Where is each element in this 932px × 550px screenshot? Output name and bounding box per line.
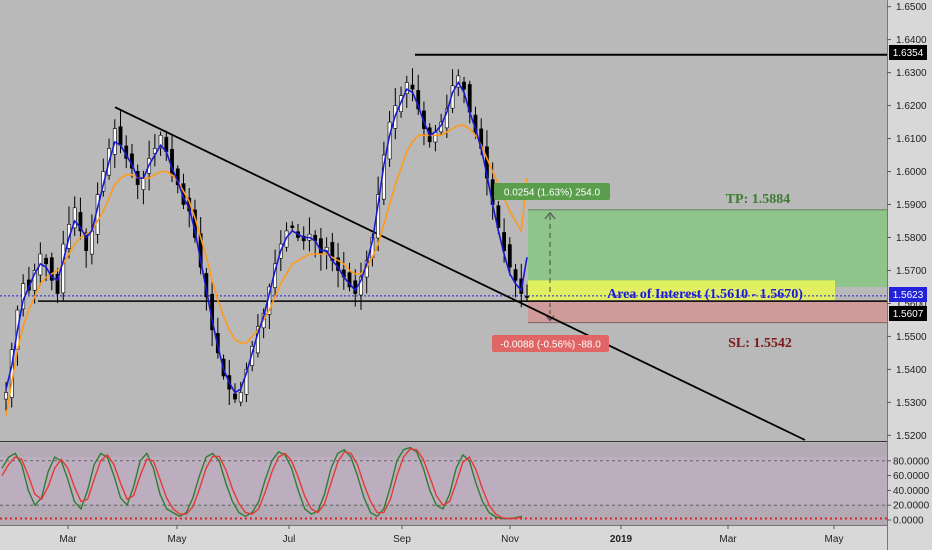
- fast-moving-average: [5, 80, 528, 394]
- price-tick-label: 1.5400: [896, 365, 927, 376]
- stochastic-oscillator: [0, 446, 887, 520]
- price-tick-label: 1.5800: [896, 233, 927, 244]
- price-tick-label: 1.6200: [896, 101, 927, 112]
- candle-body: [141, 177, 146, 190]
- interest-zone: [528, 280, 835, 301]
- candle-body: [4, 392, 8, 400]
- candle-body: [44, 257, 48, 265]
- oscillator-tick-label: 60.0000: [893, 471, 930, 482]
- candle-body: [404, 82, 409, 94]
- candle-body: [513, 269, 518, 281]
- oscillator-tick-label: 80.0000: [893, 456, 930, 467]
- profit-measure-box: [494, 183, 610, 200]
- interest-zone-label: Area of Interest (1.5610 - 1.5670): [607, 287, 803, 302]
- price-axis: [887, 0, 932, 550]
- high-price-badge: [889, 45, 927, 60]
- candle-body: [290, 225, 295, 228]
- candle-body: [416, 90, 421, 110]
- time-tick-label: Mar: [59, 534, 77, 545]
- candle-body: [158, 134, 163, 149]
- price-tick-label: 1.6000: [896, 167, 927, 178]
- price-tick-label: 1.5700: [896, 266, 927, 277]
- descending-trendline: [114, 106, 806, 441]
- time-axis: [0, 525, 887, 550]
- support-price-badge-text: 1.5607: [893, 309, 924, 320]
- candle-body: [118, 126, 123, 146]
- current-price-badge: [889, 287, 927, 302]
- candle-body: [238, 392, 243, 403]
- time-tick-label: 2019: [610, 534, 633, 545]
- oscillator-tick-label: 40.0000: [893, 486, 930, 497]
- profit-arrow-head: [544, 212, 556, 220]
- candle-body: [507, 244, 512, 268]
- loss-arrow-head: [545, 315, 555, 322]
- candle-body: [49, 257, 54, 281]
- candle-body: [444, 108, 449, 129]
- current-price-badge-text: 1.5623: [893, 290, 924, 301]
- price-tick-label: 1.6300: [896, 68, 927, 79]
- candle-body: [318, 238, 323, 255]
- stop-loss-zone: [528, 301, 887, 323]
- candle-body: [244, 369, 249, 395]
- time-tick-label: Mar: [719, 534, 737, 545]
- high-price-badge-text: 1.6354: [893, 48, 924, 59]
- oscillator-tick-label: 0.0000: [893, 516, 924, 527]
- loss-measure-label: -0.0088 (-0.56%) -88.0: [500, 340, 601, 351]
- take-profit-label: TP: 1.5884: [726, 192, 791, 207]
- take-profit-zone: [528, 209, 887, 287]
- drawing-lines: [0, 53, 887, 441]
- time-tick-label: Sep: [393, 534, 411, 545]
- oscillator-axis-ticks: 0.0000 20.0000 40.0000 60.0000 80.0000: [887, 456, 930, 527]
- stochastic-d-line: [1, 448, 523, 520]
- candle-body: [359, 276, 363, 296]
- loss-measure-box: [492, 335, 609, 352]
- price-tick-label: 1.5200: [896, 431, 927, 442]
- trade-zones: [528, 209, 887, 324]
- price-tick-label: 1.6500: [896, 2, 927, 13]
- moving-averages: [5, 80, 528, 416]
- time-tick-label: May: [825, 534, 844, 545]
- stochastic-k-line: [1, 446, 523, 520]
- candle-body: [347, 272, 352, 288]
- profit-measure-label: 0.0254 (1.63%) 254.0: [504, 188, 601, 199]
- price-tick-label: 1.5300: [896, 398, 927, 409]
- time-tick-label: May: [168, 534, 187, 545]
- price-tick-label: 1.5500: [896, 332, 927, 343]
- price-tick-label: 1.5600: [896, 299, 927, 310]
- candle-body: [84, 232, 89, 251]
- candle-body: [89, 230, 94, 255]
- candle-body: [61, 243, 66, 294]
- candle-body: [55, 274, 60, 294]
- price-axis-ticks: 1.5200 1.5300 1.5400 1.5500 1.5600 1.5700 1.58…: [887, 2, 927, 442]
- time-axis-ticks: Mar May Jul Sep Nov 2019 Mar May: [59, 525, 843, 545]
- candle-body: [72, 207, 77, 229]
- price-tick-label: 1.6400: [896, 35, 927, 46]
- candle-body: [78, 212, 83, 232]
- candle-body: [462, 81, 466, 90]
- support-price-badge: [889, 306, 927, 321]
- candle-body: [32, 270, 37, 291]
- stop-loss-label: SL: 1.5542: [728, 336, 792, 351]
- candle-body: [410, 84, 415, 90]
- time-tick-label: Nov: [501, 534, 519, 545]
- oscillator-band: [0, 457, 887, 504]
- oscillator-tick-label: 20.0000: [893, 501, 930, 512]
- candle-body: [525, 296, 529, 298]
- candle-body: [233, 393, 237, 400]
- price-tick-label: 1.6100: [896, 134, 927, 145]
- price-tick-label: 1.5900: [896, 200, 927, 211]
- time-tick-label: Jul: [283, 534, 296, 545]
- candle-body: [301, 235, 306, 242]
